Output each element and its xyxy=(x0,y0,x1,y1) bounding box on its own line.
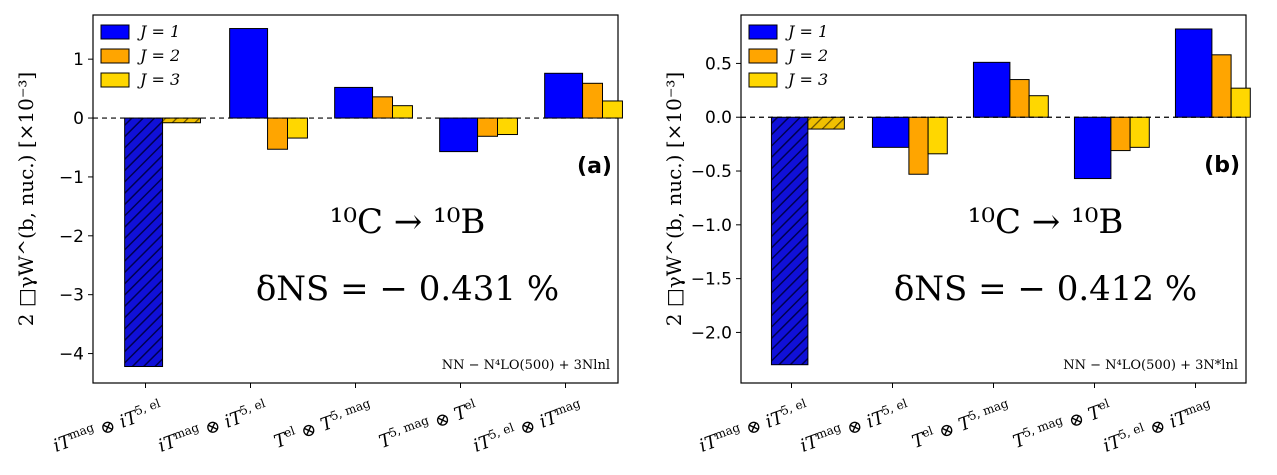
panel-letter: (b) xyxy=(1204,153,1240,178)
bar-j=3-cat4 xyxy=(1129,116,1150,148)
bar-j=1-cat2 xyxy=(229,28,269,119)
y-tick-label: 0 xyxy=(73,109,84,129)
delta-label: δNS = − 0.412 % xyxy=(894,269,1197,309)
legend-swatch xyxy=(748,24,778,40)
legend-swatch xyxy=(748,72,778,88)
bar-j=3-cat2 xyxy=(927,116,948,155)
bar-j=2-cat3 xyxy=(372,96,394,119)
legend-label: J = 2 xyxy=(137,46,180,65)
legend-swatch xyxy=(100,48,130,64)
y-tick-label: −0.5 xyxy=(691,162,732,182)
bar-j=1-cat4 xyxy=(1073,116,1112,180)
bar-j=2-cat2 xyxy=(267,117,289,150)
bar-j=1-cat3 xyxy=(334,86,374,119)
x-tick-label: iTmag ⊗ iT5, el xyxy=(50,396,166,457)
bar-j=2-cat4 xyxy=(477,117,499,137)
bar-j=3-cat1 xyxy=(162,117,201,124)
x-tick-label: iTmag ⊗ iT5, el xyxy=(696,396,812,457)
legend-swatch xyxy=(748,48,778,64)
y-axis-label: 2 □γW^(b, nuc.) [×10⁻³] xyxy=(662,72,686,326)
legend-label: J = 3 xyxy=(137,70,180,89)
y-tick-label: −1 xyxy=(59,168,84,188)
y-tick-label: −2.0 xyxy=(691,323,732,343)
panel-letter: (a) xyxy=(577,154,612,179)
x-tick-label: Tel ⊗ T5, mag xyxy=(909,396,1014,453)
y-axis-label: 2 □γW^(b, nuc.) [×10⁻³] xyxy=(14,72,38,326)
x-tick-label: Tel ⊗ T5, mag xyxy=(271,396,376,453)
bar-j=3-cat3 xyxy=(1028,95,1049,118)
y-tick-label: −2 xyxy=(59,227,84,247)
reaction-label: ¹⁰C → ¹⁰B xyxy=(330,202,486,242)
bar-j=3-cat3 xyxy=(392,105,413,119)
bar-j=1-cat2 xyxy=(871,116,910,148)
bar-j=2-cat5 xyxy=(582,82,604,119)
bar-j=1-cat3 xyxy=(972,61,1011,118)
x-tick-label: T5, mag ⊗ Tel xyxy=(1010,396,1115,453)
legend-label: J = 2 xyxy=(785,46,828,65)
delta-label: δNS = − 0.431 % xyxy=(256,269,559,309)
x-tick-label: iT5, el ⊗ iTmag xyxy=(470,396,586,457)
bar-j=3-cat5 xyxy=(1230,87,1251,118)
legend-swatch xyxy=(100,24,130,40)
bar-j=3-cat2 xyxy=(287,117,308,139)
x-tick-label: T5, mag ⊗ Tel xyxy=(376,396,481,453)
y-tick-label: −4 xyxy=(59,345,84,365)
panel-b: −2.0 −1.5 −1.0 −0.5 0.0 0.5 iTmag ⊗ iT5, eliTm… xyxy=(662,14,1251,457)
legend-label: J = 3 xyxy=(785,70,828,89)
bar-j=2-cat4 xyxy=(1110,116,1131,152)
y-tick-label: 0.5 xyxy=(705,54,732,74)
legend-swatch xyxy=(100,72,130,88)
model-annotation: NN − N⁴LO(500) + 3Nlnl xyxy=(442,358,610,373)
x-tick-label: iTmag ⊗ iT5, el xyxy=(797,396,913,457)
bar-j=3-cat5 xyxy=(602,100,623,119)
y-tick-label: −3 xyxy=(59,286,84,306)
y-tick-label: −1.0 xyxy=(691,216,732,236)
bar-j=3-cat1 xyxy=(807,116,845,130)
model-annotation: NN − N⁴LO(500) + 3N*lnl xyxy=(1063,358,1238,373)
y-tick-label: −1.5 xyxy=(691,270,732,290)
x-tick-label: iTmag ⊗ iT5, el xyxy=(155,396,271,457)
y-tick-label: 1 xyxy=(73,50,84,70)
bar-j=1-cat5 xyxy=(1174,28,1213,118)
bar-j=2-cat5 xyxy=(1211,54,1232,118)
bar-j=2-cat3 xyxy=(1009,79,1030,118)
x-tick-label: iT5, el ⊗ iTmag xyxy=(1100,396,1216,457)
bar-j=2-cat2 xyxy=(908,116,929,175)
bar-j=1-cat4 xyxy=(439,117,479,153)
y-tick-label: 0.0 xyxy=(705,108,732,128)
legend-label: J = 1 xyxy=(785,22,828,41)
bar-j=1-cat5 xyxy=(544,72,584,119)
bar-j=3-cat4 xyxy=(497,117,518,136)
bar-j=1-cat1 xyxy=(770,116,809,366)
legend-label: J = 1 xyxy=(137,22,180,41)
reaction-label: ¹⁰C → ¹⁰B xyxy=(968,202,1124,242)
bar-j=1-cat1 xyxy=(124,117,164,368)
